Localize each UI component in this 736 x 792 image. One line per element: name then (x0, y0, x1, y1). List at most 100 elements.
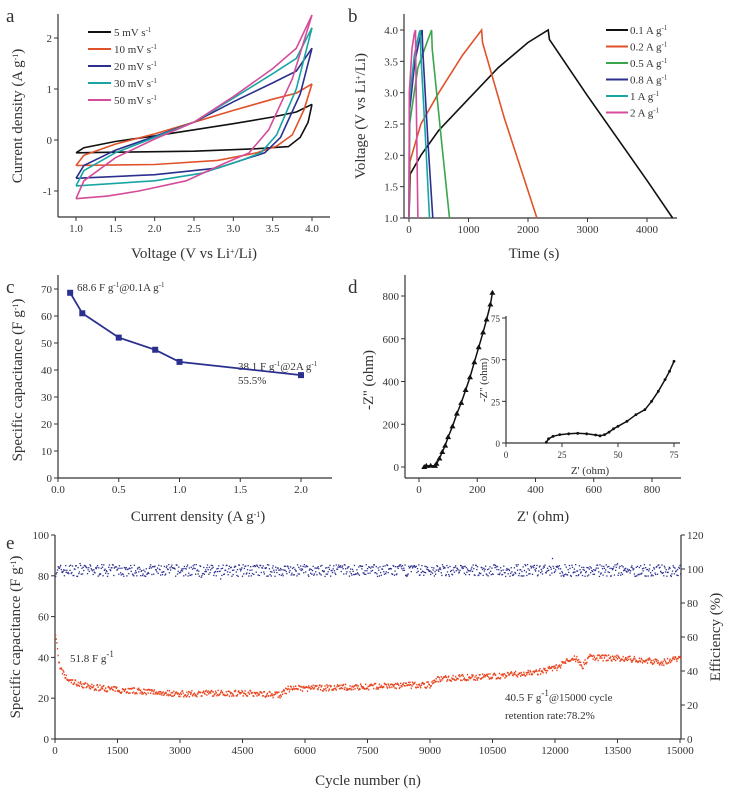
capacitance-point (484, 675, 486, 678)
capacitance-point (316, 685, 318, 687)
efficiency-point (133, 564, 136, 566)
efficiency-point (365, 573, 367, 576)
efficiency-point (487, 575, 489, 577)
capacitance-point (77, 681, 79, 684)
y-tick-label-b: 3.5 (384, 56, 398, 68)
x-tick-label-e: 15000 (666, 745, 694, 757)
efficiency-point (426, 566, 429, 569)
capacitance-point (186, 691, 188, 693)
capacitance-point (73, 683, 75, 685)
efficiency-point (228, 565, 231, 567)
capacitance-point (100, 687, 102, 690)
capacitance-point (88, 687, 91, 689)
efficiency-point (548, 565, 551, 567)
nyquist-point (487, 301, 494, 307)
efficiency-point (578, 565, 581, 567)
capacitance-point (385, 684, 387, 686)
efficiency-point (436, 565, 438, 567)
efficiency-point (613, 566, 615, 568)
capacitance-point (275, 693, 277, 695)
efficiency-point (490, 570, 492, 572)
capacitance-point (147, 692, 149, 694)
efficiency-point (403, 569, 406, 571)
efficiency-point (148, 567, 151, 570)
efficiency-point (612, 568, 614, 570)
capacitance-point (513, 673, 515, 675)
capacitance-point (86, 685, 88, 688)
capacitance-point (348, 687, 351, 690)
capacitance-point (182, 692, 184, 694)
inset-nyquist-point (616, 424, 620, 428)
efficiency-point (106, 575, 109, 578)
capacitance-point (625, 658, 627, 661)
y-tick-label-c: 0 (47, 473, 53, 485)
capacitance-point (364, 687, 366, 690)
capacitance-point (325, 687, 327, 690)
y-tick-label-c: 60 (41, 311, 53, 323)
efficiency-point (295, 570, 297, 572)
efficiency-point (90, 565, 92, 567)
capacitance-point (312, 684, 314, 687)
capacitance-point (98, 689, 101, 692)
capacitance-point (158, 692, 160, 695)
capacitance-point (540, 673, 542, 675)
efficiency-point (216, 570, 219, 573)
capacitance-point (163, 694, 165, 697)
efficiency-point (448, 573, 450, 576)
efficiency-point (461, 567, 463, 569)
efficiency-point (185, 568, 187, 570)
efficiency-point (590, 572, 592, 574)
capacitance-point (623, 660, 626, 662)
efficiency-point (291, 567, 294, 570)
capacitance-point (258, 694, 260, 696)
efficiency-point (636, 565, 639, 568)
legend-label-a: 10 mV s-1 (114, 43, 157, 56)
inset-nyquist-point (603, 433, 606, 437)
efficiency-point (57, 566, 59, 568)
nyquist-point (480, 329, 487, 335)
capacitance-point (278, 691, 280, 693)
efficiency-point (511, 571, 513, 573)
capacitance-point (501, 673, 504, 676)
capacitance-point (372, 684, 374, 687)
capacitance-point (232, 694, 234, 696)
efficiency-point (556, 566, 558, 568)
efficiency-point (91, 570, 94, 572)
capacitance-point (618, 656, 620, 658)
efficiency-point (278, 573, 281, 576)
capacitance-point (323, 688, 326, 691)
capacitance-point (208, 692, 210, 695)
efficiency-point (393, 574, 396, 576)
capacitance-point (229, 691, 231, 693)
capacitance-point (203, 692, 206, 695)
capacitance-point (453, 678, 455, 680)
efficiency-point (586, 566, 588, 569)
nyquist-point (466, 374, 473, 380)
efficiency-point (631, 567, 634, 569)
efficiency-point (484, 568, 486, 571)
efficiency-point (679, 564, 681, 567)
efficiency-point (339, 566, 341, 568)
efficiency-point (308, 575, 310, 577)
capacitance-point (239, 692, 241, 695)
efficiency-point (371, 569, 374, 572)
efficiency-point (483, 570, 486, 572)
capacitance-point (377, 688, 379, 691)
cv-curve-anodic (75, 14, 313, 200)
efficiency-point (433, 567, 435, 569)
efficiency-point (512, 574, 514, 577)
efficiency-point (478, 572, 481, 574)
efficiency-point (146, 572, 149, 575)
efficiency-point (175, 575, 177, 577)
efficiency-point (302, 565, 304, 568)
efficiency-point (584, 575, 586, 577)
efficiency-point (117, 567, 119, 569)
efficiency-point (540, 568, 542, 571)
efficiency-point (68, 565, 71, 567)
capacitance-point (156, 692, 159, 695)
capacitance-point (265, 696, 267, 698)
efficiency-point (531, 566, 533, 568)
efficiency-point (336, 568, 339, 570)
efficiency-point (451, 574, 454, 576)
rate-line (69, 292, 302, 376)
